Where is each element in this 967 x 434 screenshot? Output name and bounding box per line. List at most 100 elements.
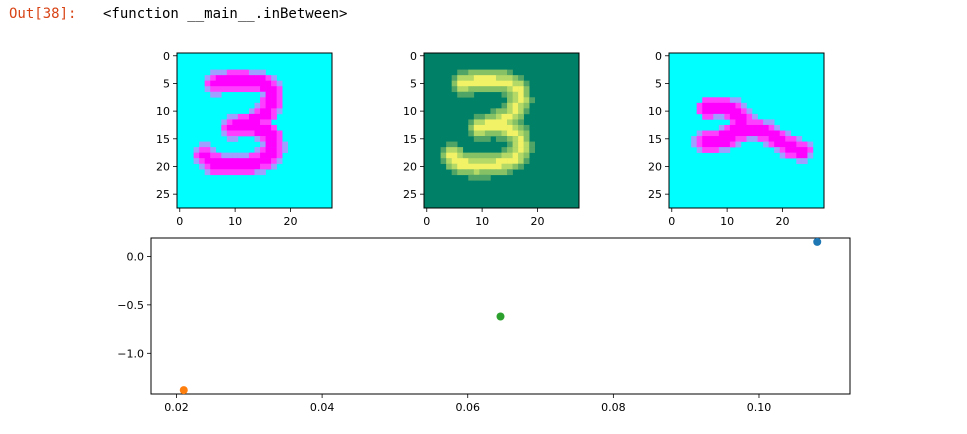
digit-pixel xyxy=(473,113,480,120)
y-tick-label: 25 xyxy=(403,188,417,201)
digit-pixel xyxy=(495,130,502,137)
digit-pixel xyxy=(796,147,803,153)
digit-pixel xyxy=(254,147,261,153)
digit-pixel xyxy=(446,141,452,148)
digit-pixel xyxy=(512,80,519,87)
digit-pixel xyxy=(215,69,222,76)
digit-pixel xyxy=(479,130,486,137)
digit-pixel xyxy=(282,141,289,148)
digit-pixel xyxy=(507,113,513,120)
y-tick-label: 10 xyxy=(648,105,662,118)
digit-pixel xyxy=(495,169,502,176)
digit-pixel xyxy=(484,174,491,181)
digit-pixel xyxy=(512,75,519,81)
digit-pixel xyxy=(254,86,261,93)
digit-pixel xyxy=(507,152,513,159)
digit-pixel xyxy=(473,119,480,126)
digit-pixel xyxy=(495,69,502,76)
digit-pixel xyxy=(226,86,233,93)
digit-pixel xyxy=(479,86,486,93)
digit-pixel xyxy=(523,86,530,93)
digit-pixel xyxy=(713,147,720,153)
y-tick-label: 5 xyxy=(410,77,417,90)
digit-pixel xyxy=(790,147,797,153)
x-tick-label: 0.02 xyxy=(164,401,189,414)
digit-pixel xyxy=(702,130,709,137)
digit-pixel xyxy=(210,69,217,76)
digit-pixel xyxy=(237,169,244,176)
digit-pixel xyxy=(271,108,277,115)
digit-pixel xyxy=(248,119,255,126)
digit-pixel xyxy=(226,75,233,81)
y-tick-label: 25 xyxy=(648,188,662,201)
digit-pixel xyxy=(215,80,222,87)
digit-pixel xyxy=(271,147,277,153)
digit-pixel xyxy=(702,136,709,142)
digit-pixel xyxy=(457,147,464,153)
digit-pixel xyxy=(495,152,502,159)
y-tick-label: 10 xyxy=(156,105,170,118)
digit-pixel xyxy=(232,75,239,81)
digit-pixels xyxy=(440,69,536,181)
digit-pixel xyxy=(512,136,519,142)
digit-pixel xyxy=(237,69,244,76)
digit-pixel xyxy=(707,136,714,142)
digit-pixel xyxy=(248,69,255,76)
digit-pixel xyxy=(226,113,233,120)
digit-pixel xyxy=(713,102,720,109)
digit-pixel xyxy=(265,113,272,120)
digit-pixel xyxy=(702,147,709,153)
digit-pixel xyxy=(254,152,261,159)
digit-pixel xyxy=(718,113,725,120)
digit-pixel xyxy=(507,91,513,98)
digit-pixel xyxy=(801,147,808,153)
digit-pixel xyxy=(729,102,736,109)
digit-pixel xyxy=(724,130,731,137)
digit-pixel xyxy=(260,147,266,153)
digit-pixel xyxy=(724,141,731,148)
digit-pixel xyxy=(507,119,513,126)
digit-pixel xyxy=(473,69,480,76)
digit-pixel xyxy=(265,119,272,126)
digit-pixel xyxy=(221,80,228,87)
digit-pixel xyxy=(523,91,530,98)
digit-pixel xyxy=(265,147,272,153)
digit-pixel xyxy=(265,102,272,109)
digit-pixel xyxy=(774,124,781,131)
digit-pixel xyxy=(757,136,764,142)
digit-pixel xyxy=(740,108,747,115)
digit-pixel xyxy=(790,136,797,142)
digit-pixel xyxy=(462,158,469,165)
digit-pixel xyxy=(479,174,486,181)
digit-pixel xyxy=(232,80,239,87)
digit-pixel xyxy=(702,113,709,120)
digit-pixel xyxy=(210,147,217,153)
digit-pixel xyxy=(232,69,239,76)
digit-pixel xyxy=(512,124,519,131)
digit-pixel xyxy=(232,113,239,120)
scatter-panel: 0.02 0.04 0.06 0.08 0.10 0.0 −0.5 −1.0 xyxy=(117,237,851,414)
digit-pixel xyxy=(473,80,480,87)
digit-pixel xyxy=(512,130,519,137)
digit-pixel xyxy=(254,75,261,81)
digit-pixel xyxy=(507,130,513,137)
digit-pixel xyxy=(271,97,277,104)
digit-pixel xyxy=(746,130,753,137)
digit-pixel xyxy=(271,136,277,142)
digit-pixel xyxy=(752,113,758,120)
digit-pixel xyxy=(265,141,272,148)
digit-pixel xyxy=(248,113,255,120)
digit-pixel xyxy=(237,152,244,159)
digit-pixel xyxy=(523,97,530,104)
digit-pixel xyxy=(260,152,266,159)
digit-pixel xyxy=(265,152,272,159)
digit-pixel xyxy=(490,163,497,170)
digit-pixel xyxy=(479,69,486,76)
digit-pixel xyxy=(735,119,742,126)
digit-pixel xyxy=(479,158,486,165)
digit-pixel xyxy=(779,130,786,137)
digit-pixel xyxy=(243,113,250,120)
digit-pixel xyxy=(796,141,803,148)
digit-pixel xyxy=(735,102,742,109)
